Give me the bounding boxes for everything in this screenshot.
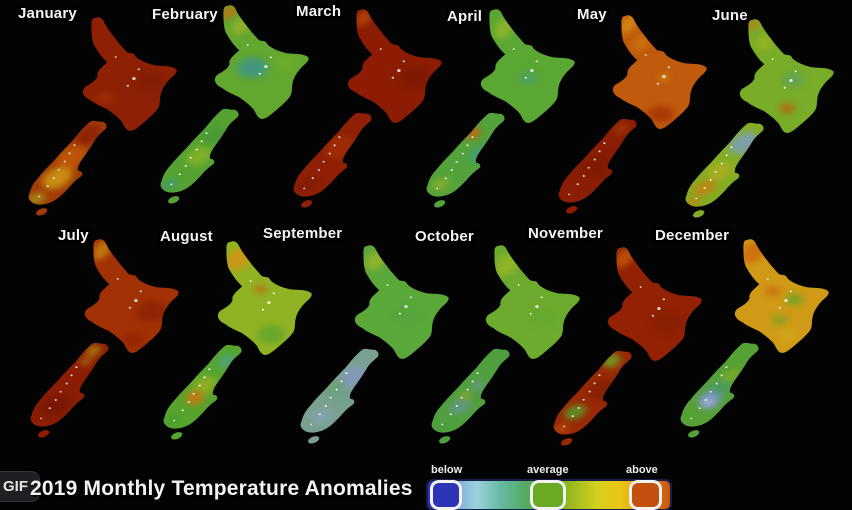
month-label-october: October <box>415 228 474 245</box>
legend-below-marker <box>430 480 462 510</box>
north-island-shape <box>217 241 312 355</box>
month-map-september <box>293 244 463 449</box>
month-label-february: February <box>152 6 218 23</box>
station-markers <box>173 280 275 422</box>
north-island-shape <box>84 239 179 353</box>
month-map-december <box>673 238 843 443</box>
stewart-island-shape <box>171 432 183 440</box>
color-legend: below average above <box>428 464 674 510</box>
station-markers <box>695 58 797 200</box>
month-label-april: April <box>447 8 483 25</box>
south-island-anomaly-patches <box>164 353 236 427</box>
nz-map <box>426 9 575 208</box>
month-label-december: December <box>655 227 730 244</box>
nz-map <box>293 9 442 208</box>
month-map-november <box>546 246 716 451</box>
nz-map <box>300 245 449 444</box>
north-island-anomaly-patches <box>619 15 674 123</box>
south-island-anomaly-patches <box>581 122 630 178</box>
north-island-anomaly-patches <box>747 19 805 114</box>
stewart-island-shape <box>439 436 451 444</box>
month-map-july <box>23 238 193 443</box>
month-label-november: November <box>528 225 603 242</box>
nz-map <box>163 241 312 440</box>
month-map-may <box>551 14 721 219</box>
nz-map <box>558 15 707 214</box>
stewart-island-shape <box>688 430 700 438</box>
north-island-shape <box>347 9 442 123</box>
nz-map <box>28 17 177 216</box>
month-map-february <box>153 4 323 209</box>
north-island-anomaly-patches <box>355 10 433 88</box>
month-label-july: July <box>58 227 89 244</box>
south-island-anomaly-patches <box>311 366 368 424</box>
station-markers <box>568 54 670 196</box>
nz-map <box>685 19 834 218</box>
station-markers <box>40 278 142 420</box>
month-label-june: June <box>712 7 748 24</box>
nz-map <box>431 245 580 444</box>
station-markers <box>310 284 412 426</box>
station-markers <box>441 284 543 426</box>
month-map-april <box>419 8 589 213</box>
station-markers <box>38 56 140 198</box>
month-label-march: March <box>296 3 342 20</box>
north-island-shape <box>607 247 702 361</box>
station-markers <box>690 278 792 420</box>
month-label-may: May <box>577 6 607 23</box>
south-island-shape <box>431 348 510 433</box>
station-markers <box>303 48 405 190</box>
south-island-shape <box>426 112 505 197</box>
stewart-island-shape <box>693 210 705 218</box>
month-map-august <box>156 240 326 445</box>
month-label-september: September <box>263 225 343 242</box>
month-map-january <box>21 16 191 221</box>
station-markers <box>436 48 538 190</box>
stewart-island-shape <box>566 206 578 214</box>
stewart-island-shape <box>168 196 180 204</box>
stewart-island-shape <box>434 200 446 208</box>
legend-average-label: average <box>527 464 569 476</box>
stewart-island-shape <box>561 438 573 446</box>
month-label-january: January <box>18 5 77 22</box>
north-island-anomaly-patches <box>614 248 684 334</box>
legend-average-marker <box>530 480 566 510</box>
month-map-october <box>424 244 594 449</box>
legend-below-label: below <box>431 464 463 476</box>
nz-map <box>680 239 829 438</box>
south-island-anomaly-patches <box>161 126 225 191</box>
month-map-june <box>678 18 848 223</box>
month-label-august: August <box>160 228 213 245</box>
stewart-island-shape <box>308 436 320 444</box>
stewart-island-shape <box>38 430 50 438</box>
stewart-island-shape <box>36 208 48 216</box>
south-island-anomaly-patches <box>28 124 102 205</box>
gif-badge[interactable]: GIF <box>0 471 40 502</box>
station-markers <box>170 44 272 186</box>
legend-above-marker <box>629 480 662 510</box>
stewart-island-shape <box>301 200 313 208</box>
legend-colorbar <box>428 480 670 510</box>
nz-map <box>30 239 179 438</box>
nz-map <box>553 247 702 446</box>
page-title: 2019 Monthly Temperature Anomalies <box>30 477 413 500</box>
north-island-shape <box>734 239 829 353</box>
north-island-shape <box>354 245 449 359</box>
legend-above-label: above <box>626 464 658 476</box>
south-island-anomaly-patches <box>40 344 102 417</box>
month-map-march <box>286 8 456 213</box>
north-island-anomaly-patches <box>96 70 164 105</box>
south-island-anomaly-patches <box>449 379 485 415</box>
nz-map <box>160 5 309 204</box>
station-markers <box>563 286 665 428</box>
north-island-shape <box>480 9 575 123</box>
